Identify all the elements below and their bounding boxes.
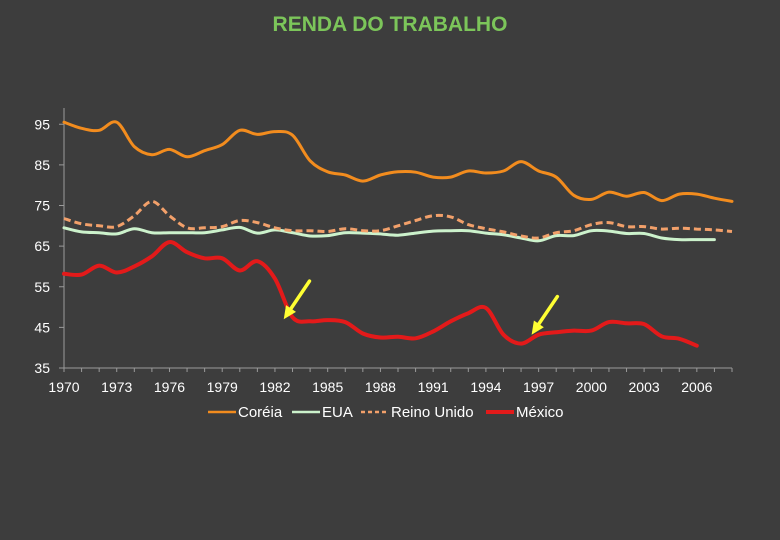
plot-area	[62, 120, 734, 348]
x-tick-label: 2000	[576, 379, 607, 395]
legend-label: Reino Unido	[391, 404, 474, 421]
y-tick-label: 45	[34, 319, 50, 335]
x-tick-label: 1991	[418, 379, 449, 395]
y-tick-label: 55	[34, 279, 50, 295]
series-line-reino-unido	[63, 199, 733, 240]
x-tick-label: 1973	[101, 379, 132, 395]
x-tick-label: 1985	[312, 379, 343, 395]
series-line-mexico	[62, 240, 699, 348]
legend-label: México	[516, 404, 564, 421]
annotation-arrow	[531, 294, 560, 335]
series-line-eua	[62, 225, 716, 243]
x-tick-label: 1982	[259, 379, 290, 395]
x-tick-label: 1997	[523, 379, 554, 395]
legend-label: Coréia	[238, 404, 283, 421]
y-axis: 95 85 75 65 55 45 35	[34, 116, 64, 376]
legend-item-eua: EUA	[292, 404, 353, 421]
series-line-coreia	[62, 120, 734, 203]
annotations	[283, 279, 560, 335]
y-tick-label: 65	[34, 238, 50, 254]
legend-item-reino-unido: Reino Unido	[361, 404, 474, 421]
annotation-arrow	[283, 279, 312, 320]
x-tick-label: 1976	[154, 379, 185, 395]
x-tick-label: 1988	[365, 379, 396, 395]
y-tick-label: 75	[34, 198, 50, 214]
x-tick-label: 2003	[629, 379, 660, 395]
y-tick-label: 85	[34, 157, 50, 173]
x-tick-label: 1970	[48, 379, 79, 395]
x-tick-label: 2006	[681, 379, 712, 395]
y-tick-label: 35	[34, 360, 50, 376]
x-tick-label: 1979	[207, 379, 238, 395]
x-axis: 1970 1973 1976 1979 1982 1985 1988 1991 1994 1997…	[48, 368, 733, 395]
chart-title: RENDA DO TRABALHO	[273, 13, 508, 36]
y-tick-label: 95	[34, 116, 50, 132]
legend-item-mexico: México	[486, 404, 564, 421]
legend: Coréia EUA Reino Unido México	[208, 404, 564, 421]
x-tick-label: 1994	[470, 379, 501, 395]
legend-label: EUA	[322, 404, 353, 421]
legend-item-coreia: Coréia	[208, 404, 283, 421]
